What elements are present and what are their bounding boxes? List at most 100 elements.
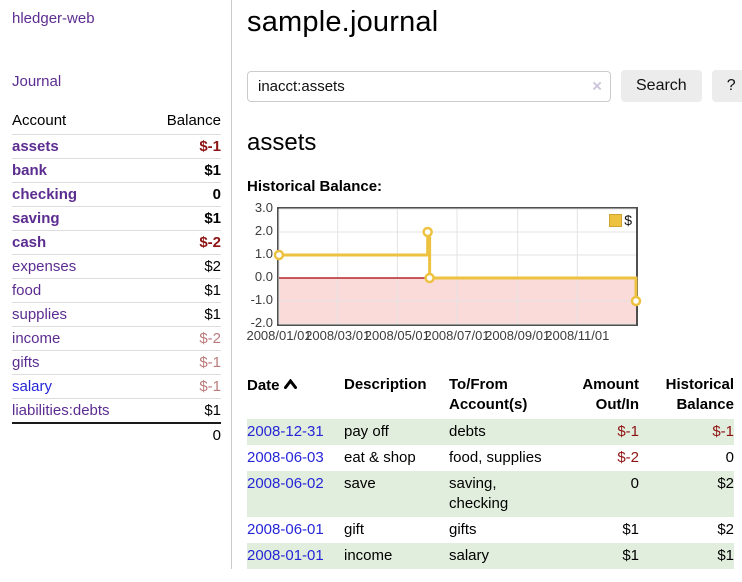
account-balance: $1 — [146, 302, 221, 327]
account-link[interactable]: gifts — [12, 354, 40, 371]
register-table-body: 2008-12-31 pay off debts $-1 $-1 2008-06-03 ea… — [247, 419, 734, 569]
account-balance: 0 — [146, 182, 221, 207]
account-table-header-row: Account Balance — [12, 109, 221, 135]
search-input[interactable] — [247, 70, 611, 102]
y-axis-tick-label: 0.0 — [254, 269, 273, 284]
account-link[interactable]: liabilities:debts — [12, 402, 110, 419]
transaction-date-link[interactable]: 2008-06-01 — [247, 521, 324, 538]
data-point-marker — [424, 272, 435, 284]
account-balance: $-2 — [146, 230, 221, 255]
account-link[interactable]: cash — [12, 234, 47, 251]
transaction-balance: 0 — [725, 449, 734, 466]
page-title: sample.journal — [247, 6, 439, 38]
sidebar: hledger-web Journal Account Balance asse… — [0, 0, 232, 569]
x-axis-tick-label: 2008/05/01 — [364, 328, 430, 343]
account-link[interactable]: supplies — [12, 306, 68, 323]
account-balance: $-2 — [146, 326, 221, 351]
register-row: 2008-06-03 eat & shop food, supplies $-2 0 — [247, 445, 734, 471]
transaction-date-link[interactable]: 2008-06-03 — [247, 449, 324, 466]
account-link[interactable]: food — [12, 282, 42, 299]
data-point-marker — [630, 295, 642, 307]
balance-chart: 3.0 2.0 1.0 0.0 -1.0 -2.0 $ 2008/01/01 2008/03… — [246, 200, 677, 353]
y-axis-tick-label: -2.0 — [250, 315, 273, 330]
account-link[interactable]: income — [12, 330, 61, 347]
accounts-column-header: To/From Account(s) — [449, 376, 528, 413]
account-link[interactable]: saving — [12, 210, 60, 227]
transaction-accounts: saving, checking — [449, 471, 561, 517]
account-row: salary $-1 — [12, 374, 221, 399]
legend-label: $ — [624, 212, 632, 228]
x-axis-tick-label: 2008/09/01 — [485, 328, 551, 343]
account-table-body: assets $-1 bank $1 checking 0 saving $1 cash $-2 e… — [12, 134, 221, 423]
account-column-header: Account — [12, 112, 67, 129]
search-box: × — [247, 70, 611, 102]
transaction-description: gift — [344, 521, 365, 538]
transaction-balance: $-1 — [639, 419, 734, 445]
x-axis-tick-label: 2008/11/01 — [545, 328, 610, 343]
chart-title: Historical Balance: — [247, 178, 383, 195]
transaction-accounts: food, supplies — [449, 449, 542, 466]
search-button[interactable]: Search — [621, 70, 702, 102]
account-link[interactable]: assets — [12, 138, 59, 155]
account-row: cash $-2 — [12, 230, 221, 255]
account-link[interactable]: bank — [12, 162, 48, 179]
transaction-description: income — [344, 543, 449, 569]
data-point-marker — [273, 249, 285, 261]
account-row: supplies $1 — [12, 302, 221, 327]
transaction-description: pay off — [344, 419, 449, 445]
data-point-marker — [422, 226, 433, 238]
amount-column-header: Amount Out/In — [582, 376, 639, 413]
clear-search-icon[interactable]: × — [592, 76, 602, 96]
chart-legend: $ — [609, 212, 632, 228]
account-link[interactable]: expenses — [12, 258, 77, 275]
sidebar-item-journal[interactable]: Journal — [12, 73, 62, 90]
account-row: saving $1 — [12, 206, 221, 231]
register-row: 2008-12-31 pay off debts $-1 $-1 — [247, 419, 734, 445]
account-balance: $1 — [146, 206, 221, 231]
account-link[interactable]: checking — [12, 186, 78, 203]
app-title-link[interactable]: hledger-web — [12, 10, 95, 27]
transaction-amount: $-2 — [617, 449, 639, 466]
transaction-balance: $1 — [639, 543, 734, 569]
account-balance: $-1 — [146, 350, 221, 375]
legend-swatch-icon — [609, 213, 623, 227]
account-link[interactable]: salary — [12, 378, 53, 395]
register-table: Date Description To/From Account(s) Amou… — [247, 373, 734, 569]
transaction-amount: $1 — [622, 521, 639, 538]
transaction-balance: $2 — [717, 521, 734, 538]
transaction-date-link[interactable]: 2008-01-01 — [247, 547, 324, 564]
account-row: income $-2 — [12, 326, 221, 351]
transaction-amount: 0 — [561, 471, 639, 517]
y-axis-tick-label: 3.0 — [254, 200, 273, 215]
register-row: 2008-01-01 income salary $1 $1 — [247, 543, 734, 569]
help-button[interactable]: ? — [711, 70, 742, 102]
main-content: sample.journal × Search ? assets Histori… — [232, 0, 742, 569]
y-axis-tick-label: -1.0 — [250, 292, 273, 307]
transaction-date-link[interactable]: 2008-06-02 — [247, 475, 324, 492]
chart-plot-area: $ — [273, 207, 642, 326]
account-row: expenses $2 — [12, 254, 221, 279]
account-total-value: 0 — [146, 422, 221, 447]
transaction-amount: $1 — [561, 543, 639, 569]
account-row: bank $1 — [12, 158, 221, 183]
account-row: liabilities:debts $1 — [12, 398, 221, 423]
transaction-date-link[interactable]: 2008-12-31 — [247, 423, 324, 440]
transaction-accounts: debts — [449, 419, 561, 445]
page: hledger-web Journal Account Balance asse… — [0, 0, 742, 569]
balance-column-header-main: Historical Balance — [665, 376, 734, 413]
transaction-description: save — [344, 471, 449, 517]
transaction-accounts: salary — [449, 543, 561, 569]
x-axis-tick-label: 2008/03/01 — [305, 328, 371, 343]
y-axis-tick-label: 1.0 — [254, 246, 273, 261]
date-column-header[interactable]: Date — [247, 373, 344, 419]
account-balance: $-1 — [146, 374, 221, 399]
register-header-row: Date Description To/From Account(s) Amou… — [247, 373, 734, 419]
account-total-row: 0 — [12, 422, 221, 447]
search-form: × Search ? — [247, 70, 742, 102]
account-heading: assets — [247, 129, 317, 156]
transaction-amount: $-1 — [561, 419, 639, 445]
account-balance-table: Account Balance assets $-1 bank $1 checking 0… — [12, 109, 221, 447]
transaction-accounts: gifts — [449, 521, 477, 538]
account-row: gifts $-1 — [12, 350, 221, 375]
account-row: assets $-1 — [12, 134, 221, 159]
